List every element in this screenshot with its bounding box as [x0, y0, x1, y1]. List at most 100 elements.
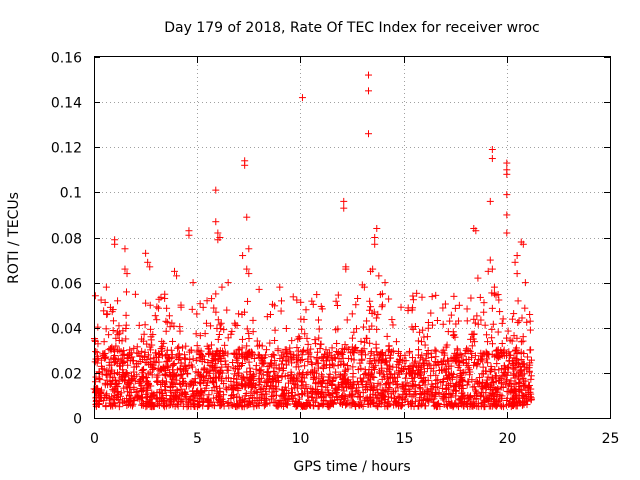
data-point	[223, 306, 231, 314]
data-point	[333, 339, 341, 347]
data-point	[411, 397, 419, 405]
data-point	[397, 303, 405, 311]
data-point	[408, 323, 416, 331]
data-point	[383, 332, 391, 340]
data-point	[463, 305, 471, 313]
data-point	[289, 293, 297, 301]
data-point	[235, 310, 243, 318]
chart-title: Day 179 of 2018, Rate Of TEC Index for r…	[164, 20, 540, 36]
data-point	[363, 385, 371, 393]
data-point	[295, 369, 303, 377]
data-point	[385, 295, 393, 303]
data-point	[100, 307, 108, 315]
data-point	[91, 378, 99, 386]
data-point	[177, 301, 185, 309]
data-points	[90, 71, 535, 411]
data-point	[526, 317, 534, 325]
data-point	[282, 324, 290, 332]
data-point	[298, 370, 306, 378]
data-point	[394, 373, 402, 381]
data-point	[418, 293, 426, 301]
data-point	[526, 310, 534, 318]
data-point	[231, 370, 239, 378]
data-point	[161, 290, 169, 298]
data-point	[276, 355, 284, 363]
x-axis-label: GPS time / hours	[293, 459, 410, 475]
data-point	[389, 321, 397, 329]
data-point	[366, 379, 374, 387]
data-point	[433, 316, 441, 324]
data-point	[437, 358, 445, 366]
y-tick-label: 0.12	[51, 141, 82, 157]
data-point	[293, 344, 301, 352]
data-point	[207, 341, 215, 349]
data-point	[288, 373, 296, 381]
data-point	[123, 370, 131, 378]
data-point	[293, 358, 301, 366]
data-point	[109, 317, 117, 325]
data-point	[493, 360, 501, 368]
data-point	[526, 361, 534, 369]
data-point	[162, 317, 170, 325]
data-point	[214, 335, 222, 343]
data-point	[256, 386, 264, 394]
data-point	[175, 343, 183, 351]
data-point	[471, 352, 479, 360]
data-point	[455, 301, 463, 309]
data-point	[504, 327, 512, 335]
y-tick-label: 0.06	[51, 277, 82, 293]
data-point	[301, 362, 309, 370]
data-point	[341, 341, 349, 349]
data-point	[427, 309, 435, 317]
data-point	[130, 344, 138, 352]
data-point	[449, 332, 457, 340]
data-point	[193, 310, 201, 318]
data-point	[294, 347, 302, 355]
y-tick-label: 0.16	[51, 51, 82, 67]
data-point	[441, 300, 449, 308]
data-point	[277, 297, 285, 305]
data-point	[308, 297, 316, 305]
data-point	[196, 332, 204, 340]
data-point	[256, 367, 264, 375]
data-point	[288, 359, 296, 367]
data-point	[277, 307, 285, 315]
data-point	[514, 297, 522, 305]
data-point	[446, 317, 454, 325]
data-point	[221, 341, 229, 349]
data-point	[488, 340, 496, 348]
y-tick-label: 0.02	[51, 367, 82, 383]
data-point	[105, 331, 113, 339]
data-point	[498, 319, 506, 327]
x-tick-label: 10	[292, 431, 310, 447]
data-point	[332, 297, 340, 305]
data-point	[293, 296, 301, 304]
data-point	[244, 297, 252, 305]
data-point	[363, 334, 371, 342]
data-point	[304, 369, 312, 377]
data-point	[362, 369, 370, 377]
data-point	[468, 349, 476, 357]
y-tick-label: 0.04	[51, 322, 82, 338]
data-point	[480, 308, 488, 316]
data-point	[483, 331, 491, 339]
data-point	[177, 371, 185, 379]
data-point	[103, 311, 111, 319]
data-point	[333, 301, 341, 309]
data-point	[130, 368, 138, 376]
data-point	[188, 305, 196, 313]
data-point	[477, 316, 485, 324]
data-point	[404, 365, 412, 373]
data-point	[516, 375, 524, 383]
data-point	[499, 315, 507, 323]
data-point	[146, 368, 154, 376]
data-point	[217, 325, 225, 333]
data-point	[514, 319, 522, 327]
data-point	[210, 304, 218, 312]
data-point	[124, 361, 132, 369]
data-point	[379, 355, 387, 363]
data-point	[303, 347, 311, 355]
data-point	[510, 332, 518, 340]
data-point	[97, 296, 105, 304]
